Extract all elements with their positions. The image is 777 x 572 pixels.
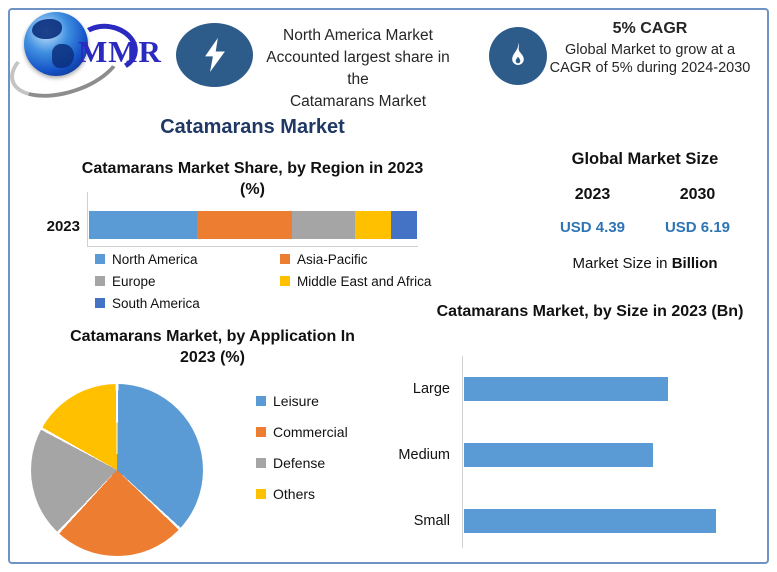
market-size-note-prefix: Market Size in [572,255,672,272]
size-bar-label-large: Large [412,381,450,397]
legend-item-asia-pacific: Asia-Pacific [280,252,431,267]
legend-swatch-icon [256,396,266,406]
size-bar-medium [464,443,653,467]
bolt-glyph [204,38,225,72]
market-size-value-2030: USD 6.19 [664,219,731,236]
application-chart-title-line2: 2023 (%) [180,349,245,366]
mmr-logo: MMR [1,8,174,111]
market-size-note-unit: Billion [671,255,718,272]
legend-swatch-icon [95,298,105,308]
legend-item-south-america: South America [95,296,280,311]
lightning-bolt-icon [176,23,253,87]
highlight-line: Catamarans Market [289,93,427,110]
legend-item-leisure: Leisure [256,393,348,409]
legend-item-north-america: North America [95,252,280,267]
legend-item-europe: Europe [95,274,280,289]
legend-label: Commercial [273,424,348,440]
flame-icon [489,27,547,85]
application-pie-chart [31,384,203,556]
legend-item-middle-east-and-africa: Middle East and Africa [280,274,431,289]
market-size-title: Global Market Size [571,150,719,168]
region-chart-plot [87,192,418,247]
size-bar-label-small: Small [413,513,450,529]
cagr-block: 5% CAGR Global Market to grow at a CAGR … [548,20,752,77]
page-title: Catamarans Market [160,116,345,138]
legend-label: Europe [112,273,156,289]
size-chart-title: Catamarans Market, by Size in 2023 (Bn) [436,303,744,320]
legend-item-others: Others [256,486,348,502]
market-size-year-2023: 2023 [574,186,611,203]
market-size-note: Market Size in Billion [540,255,750,272]
legend-swatch-icon [256,427,266,437]
application-chart-title-line1: Catamarans Market, by Application In [70,328,355,345]
region-chart-year-label: 2023 [46,218,80,235]
region-chart-title-line2: (%) [240,181,265,198]
size-chart-labels: Large Medium Small [378,356,456,548]
global-market-size-panel: Global Market Size 2023 2030 USD 4.39 US… [540,150,750,272]
legend-swatch-icon [280,254,290,264]
flame-glyph [512,42,524,65]
region-chart-title: Catamarans Market Share, by Region in 20… [60,158,445,200]
legend-label: Others [273,486,316,502]
logo-text: MMR [78,34,162,69]
cagr-title: 5% CAGR [612,20,688,37]
legend-label: Defense [273,455,326,471]
region-segment-asia-pacific [197,211,293,239]
size-chart-plot [462,356,743,548]
region-stacked-bar [89,211,417,239]
legend-label: Middle East and Africa [297,273,432,289]
highlight-line: North America Market [283,27,433,44]
legend-swatch-icon [256,458,266,468]
application-chart-legend: Leisure Commercial Defense Others [256,393,348,502]
region-segment-europe [292,211,355,239]
region-segment-south-america [390,211,417,239]
size-bar-small [464,509,716,533]
size-bar-label-medium: Medium [398,447,450,463]
region-chart-title-line1: Catamarans Market Share, by Region in 20… [81,160,424,177]
region-segment-middle-east-and-africa [354,211,391,239]
legend-item-commercial: Commercial [256,424,348,440]
market-size-year-2030: 2030 [679,186,716,203]
legend-label: Leisure [273,393,319,409]
legend-label: Asia-Pacific [297,251,368,267]
market-size-value-2023: USD 4.39 [559,219,626,236]
legend-label: North America [112,251,198,267]
legend-swatch-icon [95,254,105,264]
legend-label: South America [112,295,200,311]
header-highlight-text: North America Market Accounted largest s… [256,25,460,113]
legend-swatch-icon [280,276,290,286]
size-bar-large [464,377,668,401]
region-segment-north-america [89,211,198,239]
legend-swatch-icon [256,489,266,499]
globe-icon [24,12,88,76]
application-chart-title: Catamarans Market, by Application In 202… [25,326,400,368]
cagr-line: CAGR of 5% during 2024-2030 [549,60,751,76]
cagr-line: Global Market to grow at a [564,42,736,58]
legend-swatch-icon [95,276,105,286]
highlight-line: Accounted largest share in the [266,49,450,88]
legend-item-defense: Defense [256,455,348,471]
region-chart-legend: North America Europe South America Asia-Pac… [95,248,431,314]
